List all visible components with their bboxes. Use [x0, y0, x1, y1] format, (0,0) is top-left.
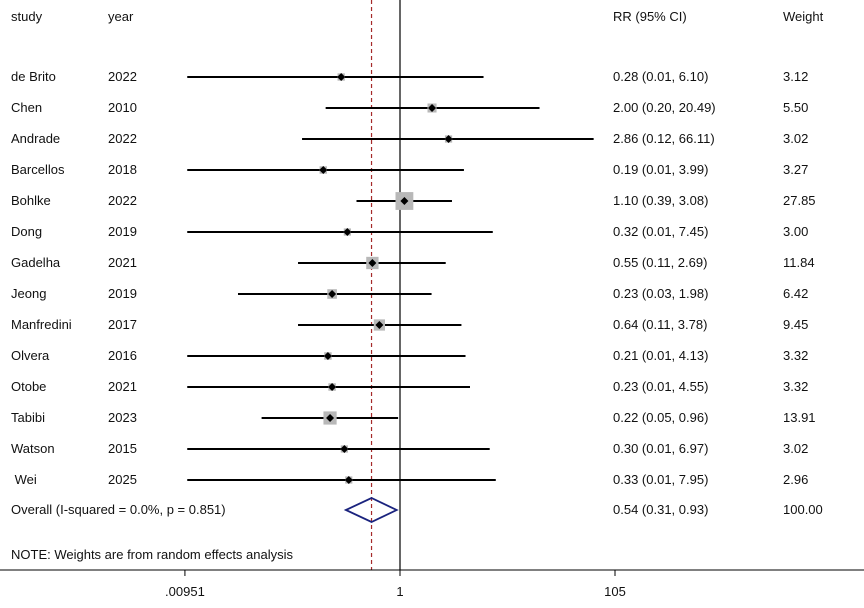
study-name: Chen [11, 100, 43, 115]
study-rr-ci: 0.23 (0.03, 1.98) [613, 286, 709, 301]
study-rr-ci: 0.33 (0.01, 7.95) [613, 472, 709, 487]
study-rr-ci: 0.19 (0.01, 3.99) [613, 162, 709, 177]
study-name: Dong [11, 224, 43, 239]
study-rr-ci: 0.32 (0.01, 7.45) [613, 224, 709, 239]
study-year: 2025 [108, 472, 137, 487]
study-year: 2021 [108, 379, 137, 394]
study-weight: 3.02 [783, 131, 809, 146]
study-rr-ci: 0.28 (0.01, 6.10) [613, 69, 709, 84]
study-weight: 11.84 [783, 255, 815, 270]
study-year: 2017 [108, 317, 137, 332]
study-name: Otobe [11, 379, 47, 394]
study-name: Jeong [11, 286, 47, 301]
study-name: Bohlke [11, 193, 51, 208]
overall-diamond [343, 497, 399, 523]
study-year: 2021 [108, 255, 137, 270]
study-name: Barcellos [11, 162, 65, 177]
study-weight: 3.12 [783, 69, 809, 84]
study-year: 2022 [108, 131, 137, 146]
study-name: de Brito [11, 69, 56, 84]
study-name: Watson [11, 441, 55, 456]
study-year: 2023 [108, 410, 137, 425]
point-estimate [375, 321, 384, 329]
study-year: 2022 [108, 69, 137, 84]
header-study: study [11, 9, 43, 24]
x-tick-label: 105 [604, 584, 626, 599]
point-estimate [400, 197, 409, 205]
x-tick-label: .00951 [165, 584, 205, 599]
point-estimate [323, 352, 332, 360]
point-estimate [343, 228, 352, 236]
header-weight: Weight [783, 9, 824, 24]
study-name: Andrade [11, 131, 61, 146]
study-year: 2016 [108, 348, 137, 363]
overall-rr-ci: 0.54 (0.31, 0.93) [613, 502, 709, 517]
point-estimate [326, 414, 335, 422]
point-estimate [368, 259, 377, 267]
header-year: year [108, 9, 134, 24]
study-weight: 3.32 [783, 348, 809, 363]
study-weight: 27.85 [783, 193, 816, 208]
study-name: Wei [11, 472, 37, 487]
point-estimate [428, 104, 437, 112]
study-rr-ci: 1.10 (0.39, 3.08) [613, 193, 709, 208]
study-weight: 3.02 [783, 441, 809, 456]
study-year: 2019 [108, 286, 137, 301]
study-rr-ci: 0.55 (0.11, 2.69) [613, 255, 708, 270]
overall-weight: 100.00 [783, 502, 823, 517]
header-rr-ci: RR (95% CI) [613, 9, 687, 24]
point-estimate [344, 476, 353, 484]
point-estimate [328, 383, 337, 391]
study-rr-ci: 0.64 (0.11, 3.78) [613, 317, 708, 332]
study-weight: 5.50 [783, 100, 809, 115]
study-year: 2015 [108, 441, 137, 456]
point-estimate [444, 135, 453, 143]
study-weight: 2.96 [783, 472, 809, 487]
overall-label: Overall (I-squared = 0.0%, p = 0.851) [11, 502, 226, 517]
study-year: 2010 [108, 100, 137, 115]
study-rr-ci: 0.30 (0.01, 6.97) [613, 441, 709, 456]
study-name: Gadelha [11, 255, 61, 270]
point-estimate [319, 166, 328, 174]
study-year: 2019 [108, 224, 137, 239]
study-rr-ci: 0.23 (0.01, 4.55) [613, 379, 709, 394]
point-estimate [337, 73, 346, 81]
study-rr-ci: 0.22 (0.05, 0.96) [613, 410, 709, 425]
study-name: Olvera [11, 348, 50, 363]
study-weight: 3.00 [783, 224, 809, 239]
study-rr-ci: 2.86 (0.12, 66.11) [613, 131, 715, 146]
point-estimate [328, 290, 337, 298]
study-weight: 13.91 [783, 410, 816, 425]
study-name: Tabibi [11, 410, 45, 425]
study-year: 2022 [108, 193, 137, 208]
study-year: 2018 [108, 162, 137, 177]
study-rr-ci: 2.00 (0.20, 20.49) [613, 100, 716, 115]
study-rr-ci: 0.21 (0.01, 4.13) [613, 348, 709, 363]
note-text: NOTE: Weights are from random effects an… [11, 547, 294, 562]
study-name: Manfredini [11, 317, 72, 332]
study-weight: 6.42 [783, 286, 809, 301]
study-weight: 3.32 [783, 379, 809, 394]
x-tick-label: 1 [396, 584, 403, 599]
study-weight: 3.27 [783, 162, 809, 177]
study-weight: 9.45 [783, 317, 809, 332]
point-estimate [340, 445, 349, 453]
